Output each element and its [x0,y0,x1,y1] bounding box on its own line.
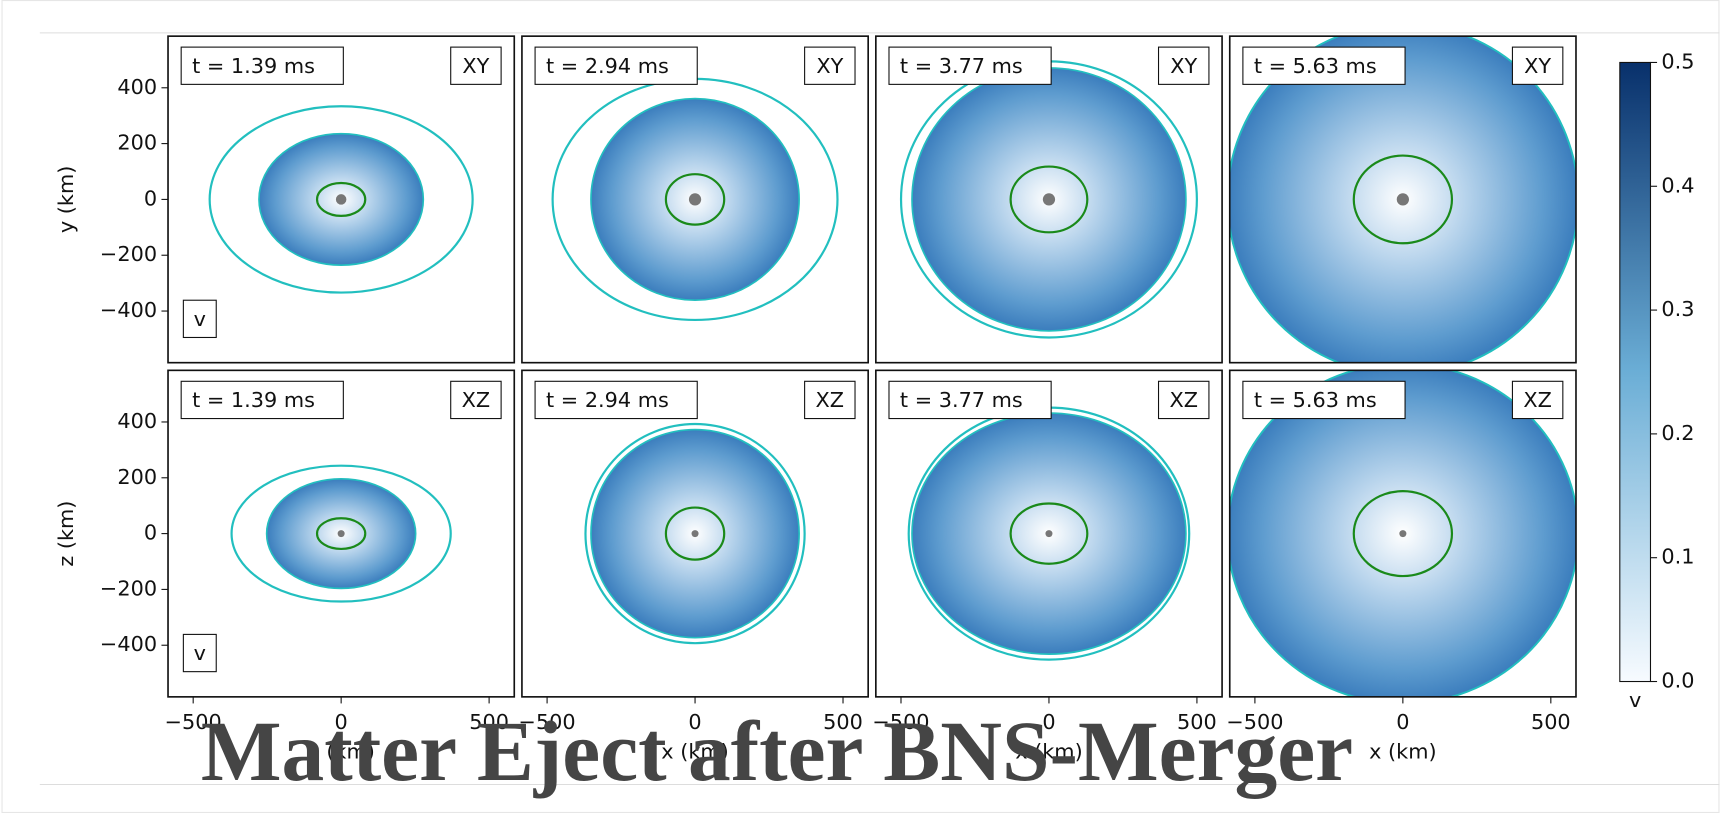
core [336,194,347,205]
plane-label: XZ [816,388,844,412]
y-tick-label: 200 [117,465,157,489]
y-tick-label: 400 [117,409,157,433]
core [1399,530,1406,537]
colorbar-tick-label: 0.3 [1661,297,1694,321]
plane-label: XY [1170,54,1197,78]
core [1397,193,1409,205]
core [689,193,701,205]
box-label: v [194,641,206,665]
plane-label: XY [462,54,489,78]
colorbar-tick-label: 0.0 [1661,669,1694,693]
y-tick-label: 0 [144,521,157,545]
colorbar-tick-label: 0.4 [1661,173,1694,197]
time-label: t = 2.94 ms [546,388,669,412]
plane-label: XZ [1169,388,1198,412]
time-label: t = 1.39 ms [192,388,315,412]
core [1043,193,1055,205]
y-tick-label: −200 [100,576,157,600]
plane-label: XZ [462,388,491,412]
y-tick-label: −200 [100,242,157,266]
figure: t = 1.39 ms XY v −400 −200 0 200 400 y (km) t = 2… [0,0,1721,813]
x-axis-label: x (km) [1369,740,1436,764]
time-label: t = 5.63 ms [1254,388,1377,412]
time-label: t = 3.77 ms [900,54,1023,78]
time-label: t = 2.94 ms [546,54,669,78]
core [1045,530,1052,537]
panel: t = 5.63 ms XY [1228,24,1579,375]
banner-title: Matter Eject after BNS-Merger [201,705,1353,799]
plane-label: XZ [1523,388,1552,412]
y-axis-label: y (km) [54,166,78,233]
y-tick-label: 400 [117,75,157,99]
time-label: t = 3.77 ms [900,388,1023,412]
colorbar-tick-label: 0.2 [1661,421,1694,445]
colorbar-label: v [1629,688,1641,712]
x-tick-label: 500 [1531,710,1571,734]
time-label: t = 1.39 ms [192,54,315,78]
core [338,530,345,537]
page: {"title": "Matter Eject after BNS-Merger… [0,0,1721,813]
x-tick-label: 0 [1396,710,1409,734]
plane-label: XY [816,54,843,78]
core [692,530,699,537]
colorbar-tick-label: 0.5 [1661,49,1694,73]
box-label: v [194,307,206,331]
y-tick-label: −400 [100,298,157,322]
colorbar-scale [1620,62,1651,681]
colorbar-tick-label: 0.1 [1661,545,1694,569]
y-tick-label: 200 [117,131,157,155]
plane-label: XY [1524,54,1551,78]
y-tick-label: −400 [100,632,157,656]
y-axis-label: z (km) [54,501,78,567]
y-tick-label: 0 [144,186,157,210]
time-label: t = 5.63 ms [1254,54,1377,78]
